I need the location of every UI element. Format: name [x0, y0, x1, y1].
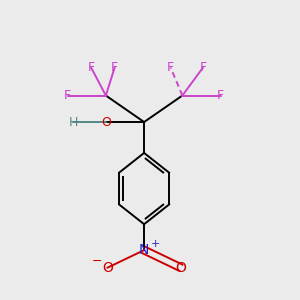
Text: F: F: [217, 89, 224, 102]
Text: N: N: [139, 243, 149, 257]
Text: +: +: [151, 238, 160, 249]
Text: F: F: [200, 61, 207, 74]
Text: F: F: [64, 89, 71, 102]
Text: H: H: [69, 116, 78, 128]
Text: F: F: [88, 61, 95, 74]
Text: O: O: [176, 261, 186, 275]
Text: O: O: [101, 116, 111, 128]
Text: O: O: [102, 261, 113, 275]
Text: F: F: [111, 61, 118, 74]
Text: F: F: [167, 61, 174, 74]
Text: −: −: [92, 255, 102, 268]
